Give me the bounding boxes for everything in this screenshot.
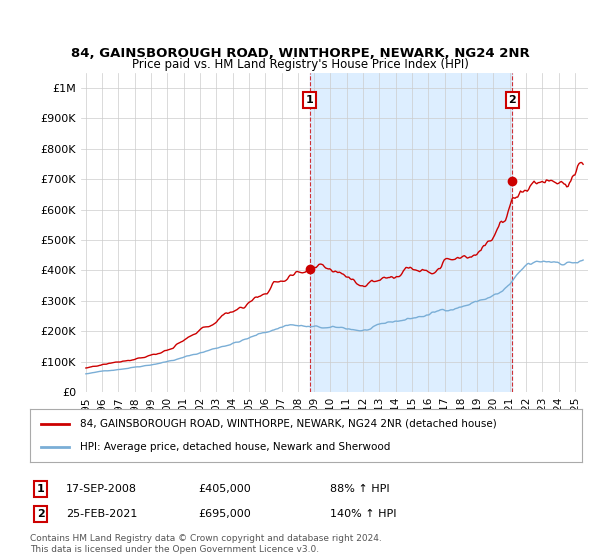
Text: 25-FEB-2021: 25-FEB-2021 (66, 509, 137, 519)
Text: This data is licensed under the Open Government Licence v3.0.: This data is licensed under the Open Gov… (30, 545, 319, 554)
Text: 88% ↑ HPI: 88% ↑ HPI (330, 484, 389, 494)
Text: £695,000: £695,000 (198, 509, 251, 519)
Text: 17-SEP-2008: 17-SEP-2008 (66, 484, 137, 494)
Text: 2: 2 (508, 95, 516, 105)
Bar (310, 73, 512, 392)
Text: 2: 2 (37, 509, 44, 519)
Text: 140% ↑ HPI: 140% ↑ HPI (330, 509, 397, 519)
Text: £405,000: £405,000 (198, 484, 251, 494)
Text: 84, GAINSBOROUGH ROAD, WINTHORPE, NEWARK, NG24 2NR: 84, GAINSBOROUGH ROAD, WINTHORPE, NEWARK… (71, 46, 529, 60)
Text: 84, GAINSBOROUGH ROAD, WINTHORPE, NEWARK, NG24 2NR (detached house): 84, GAINSBOROUGH ROAD, WINTHORPE, NEWARK… (80, 419, 496, 429)
Text: Price paid vs. HM Land Registry's House Price Index (HPI): Price paid vs. HM Land Registry's House … (131, 58, 469, 71)
Text: 1: 1 (37, 484, 44, 494)
Text: 1: 1 (305, 95, 313, 105)
Text: HPI: Average price, detached house, Newark and Sherwood: HPI: Average price, detached house, Newa… (80, 442, 390, 452)
Text: Contains HM Land Registry data © Crown copyright and database right 2024.: Contains HM Land Registry data © Crown c… (30, 534, 382, 543)
